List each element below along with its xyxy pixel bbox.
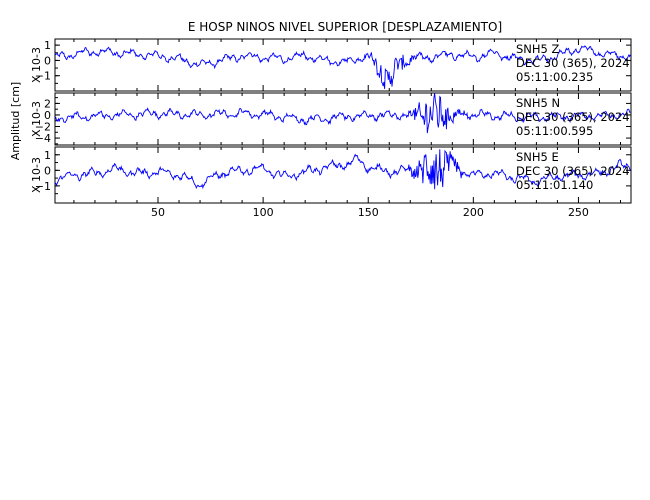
waveform-trace — [54, 92, 631, 134]
y-scale-label: X 10-3 — [30, 47, 43, 83]
x-tick-label: 100 — [253, 206, 274, 219]
y-tick-label: −1 — [35, 70, 51, 83]
x-tick-label: 50 — [151, 206, 165, 219]
y-tick-label: 0 — [44, 54, 51, 67]
panel-frame — [54, 146, 632, 204]
channel-label: SNH5 N — [516, 96, 560, 110]
y-tick-label: −2 — [35, 121, 51, 134]
time-label: 05:11:01.140 — [516, 178, 593, 192]
x-tick-label: 150 — [358, 206, 379, 219]
time-label: 05:11:00.235 — [516, 70, 593, 84]
y-tick-label: 2 — [44, 97, 51, 110]
chart-title: E HOSP NINOS NIVEL SUPERIOR [DESPLAZAMIE… — [188, 20, 502, 34]
y-tick-label: −4 — [35, 132, 51, 145]
channel-label: SNH5 Z — [516, 42, 560, 56]
channel-label: SNH5 E — [516, 150, 559, 164]
x-tick-label: 250 — [568, 206, 589, 219]
y-tick-label: 1 — [44, 39, 51, 52]
y-tick-label: 0 — [44, 109, 51, 122]
y-tick-label: −1 — [35, 180, 51, 193]
y-scale-label: X 10-3 — [30, 101, 43, 137]
waveform-trace — [54, 149, 631, 190]
y-tick-label: 0 — [44, 164, 51, 177]
waveform-trace — [54, 45, 631, 89]
y-scale-label: X 10-3 — [30, 157, 43, 193]
y-tick-label: 1 — [44, 149, 51, 162]
panel-frame — [54, 92, 632, 146]
x-tick-label: 200 — [463, 206, 484, 219]
date-label: DEC 30 (365), 2024 — [516, 110, 630, 124]
date-label: DEC 30 (365), 2024 — [516, 56, 630, 70]
y-axis-label: Amplitud [cm] — [9, 82, 22, 160]
panel-frame — [54, 38, 632, 92]
date-label: DEC 30 (365), 2024 — [516, 164, 630, 178]
time-label: 05:11:00.595 — [516, 124, 593, 138]
